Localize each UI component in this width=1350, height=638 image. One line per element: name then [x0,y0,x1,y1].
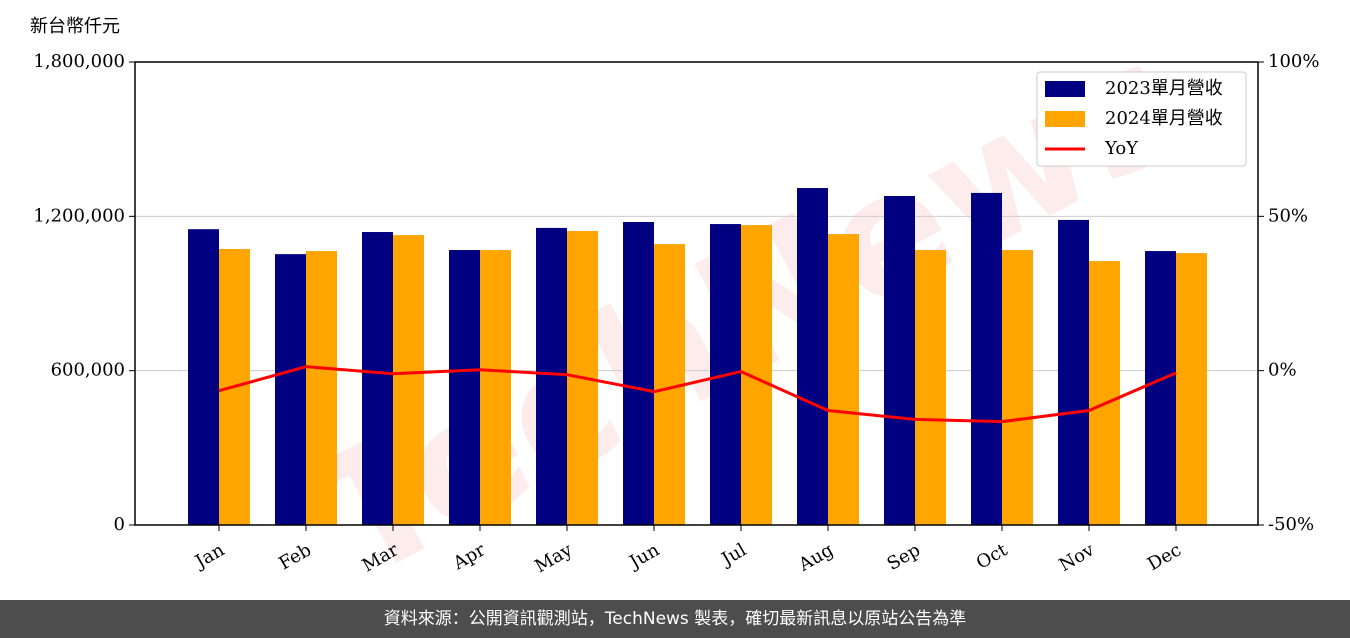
bar [362,232,393,525]
chart: TechNews 新台幣仟元 0600,0001,200,0001,800,00… [30,0,1319,600]
bar [480,250,511,525]
y2-tick-label: 100% [1268,51,1319,72]
y-tick-label: 1,800,000 [33,51,125,72]
x-tick-label: Dec [1144,539,1185,575]
x-tick-label: Feb [275,539,315,574]
y2-tick-label: 50% [1268,205,1308,226]
footer: 資料來源：公開資訊觀測站，TechNews 製表，確切最新訊息以原站公告為準 [0,600,1350,638]
bar [449,250,480,525]
bar [306,251,337,525]
legend-label: 2023單月營收 [1105,78,1223,99]
bar [1176,253,1207,526]
legend-label: 2024單月營收 [1105,108,1223,129]
x-tick-label: Sep [884,539,924,574]
bar [1145,251,1176,525]
legend-box [1036,71,1247,167]
x-tick-label: May [531,539,576,577]
y2-tick-label: 0% [1268,360,1297,381]
bar [393,235,424,526]
bar [884,196,915,526]
bar [1002,250,1033,525]
x-tick-label: Jan [190,539,228,573]
x-tick-label: Jun [624,539,663,574]
x-tick-label: Aug [794,539,837,576]
y-axis-label: 新台幣仟元 [30,16,120,37]
legend-label: YoY [1104,138,1139,159]
legend-swatch [1045,81,1085,97]
bar [1058,219,1089,525]
y2-tick-label: -50% [1268,514,1314,535]
bar [536,227,567,526]
x-tick-label: Oct [973,539,1012,574]
x-tick-label: Nov [1056,539,1099,576]
x-tick-label: Jul [716,539,750,571]
y-tick-label: 0 [114,514,125,535]
bar [188,229,219,525]
bar [915,250,946,525]
bar [797,188,828,526]
line [218,365,1177,424]
bar [971,192,1002,525]
bar [623,221,654,525]
bar [828,234,859,525]
legend-swatch [1045,111,1085,127]
bar [275,254,306,525]
plot-frame [134,61,1259,526]
y-tick-label: 600,000 [51,360,125,381]
bar [1089,261,1120,525]
y-tick-label: 1,200,000 [33,205,125,226]
